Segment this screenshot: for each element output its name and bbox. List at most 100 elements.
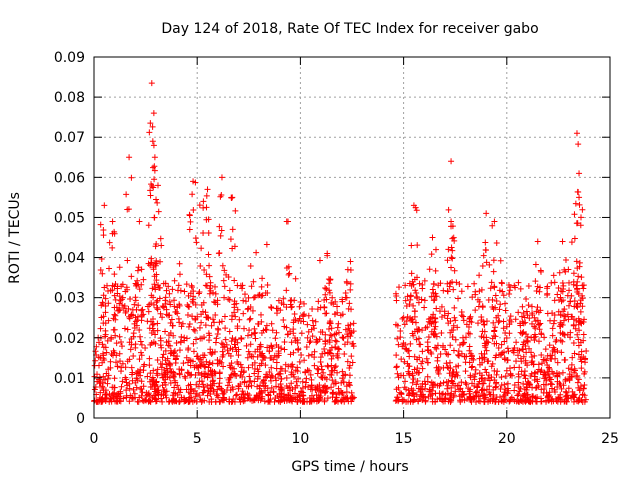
data-point xyxy=(262,382,269,389)
data-point xyxy=(530,393,537,400)
data-point xyxy=(226,379,233,386)
data-point xyxy=(478,387,485,394)
data-point xyxy=(332,380,339,387)
data-point xyxy=(575,188,582,195)
data-point xyxy=(132,344,139,351)
data-point xyxy=(547,352,554,359)
data-point xyxy=(316,394,323,401)
data-point-peak xyxy=(491,218,498,225)
data-point xyxy=(326,319,333,326)
data-point xyxy=(253,249,260,256)
data-point xyxy=(326,280,333,287)
data-point xyxy=(222,325,229,332)
data-point xyxy=(495,398,502,405)
data-point xyxy=(248,283,255,290)
data-point xyxy=(278,387,285,394)
data-point xyxy=(534,368,541,375)
data-point xyxy=(322,291,329,298)
data-point xyxy=(432,390,439,397)
data-point xyxy=(552,388,559,395)
grid-lines xyxy=(94,57,610,418)
data-point xyxy=(216,319,223,326)
data-point xyxy=(569,393,576,400)
data-point xyxy=(324,395,331,402)
data-point xyxy=(243,383,250,390)
data-point xyxy=(104,337,111,344)
data-point xyxy=(98,302,105,309)
data-point xyxy=(503,367,510,374)
data-point xyxy=(173,308,180,315)
data-point xyxy=(128,364,135,371)
data-point xyxy=(259,352,266,359)
data-point xyxy=(273,329,280,336)
data-point xyxy=(462,359,469,366)
data-point xyxy=(437,280,444,287)
data-point xyxy=(173,340,180,347)
data-point xyxy=(557,381,564,388)
data-point xyxy=(449,247,456,254)
data-point xyxy=(498,397,505,404)
data-point xyxy=(506,321,513,328)
data-point xyxy=(524,391,531,398)
data-point xyxy=(515,352,522,359)
data-point xyxy=(412,204,419,211)
data-point xyxy=(296,315,303,322)
data-point xyxy=(474,384,481,391)
data-point xyxy=(511,381,518,388)
data-point-peak xyxy=(126,154,133,161)
data-point xyxy=(542,346,549,353)
data-point xyxy=(472,291,479,298)
data-point xyxy=(409,316,416,323)
data-point xyxy=(105,366,112,373)
data-point xyxy=(221,294,228,301)
data-point xyxy=(466,347,473,354)
data-point xyxy=(455,352,462,359)
data-point xyxy=(541,369,548,376)
data-point xyxy=(568,313,575,320)
data-point xyxy=(573,258,580,265)
data-point xyxy=(229,245,236,252)
data-point xyxy=(291,335,298,342)
data-point xyxy=(335,345,342,352)
data-point xyxy=(490,319,497,326)
data-point xyxy=(178,366,185,373)
data-point xyxy=(347,267,354,274)
data-point xyxy=(273,383,280,390)
data-point xyxy=(526,398,533,405)
data-point xyxy=(528,359,535,366)
data-point xyxy=(246,316,253,323)
data-point xyxy=(489,296,496,303)
data-point xyxy=(130,386,137,393)
data-point xyxy=(514,347,521,354)
data-point xyxy=(162,357,169,364)
data-point xyxy=(419,281,426,288)
data-point xyxy=(575,273,582,280)
data-point xyxy=(250,278,257,285)
data-point xyxy=(445,320,452,327)
y-tick-label: 0.03 xyxy=(54,291,85,307)
data-point xyxy=(426,319,433,326)
data-point xyxy=(437,351,444,358)
data-point xyxy=(544,292,551,299)
data-point xyxy=(99,383,106,390)
data-point xyxy=(133,384,140,391)
data-point xyxy=(575,141,582,148)
data-point xyxy=(517,285,524,292)
data-point xyxy=(261,398,268,405)
data-point xyxy=(281,338,288,345)
data-point xyxy=(240,369,247,376)
data-point xyxy=(98,398,105,405)
data-point xyxy=(249,397,256,404)
data-point xyxy=(472,370,479,377)
data-point xyxy=(146,355,153,362)
data-point xyxy=(96,378,103,385)
data-point xyxy=(100,226,107,233)
data-point xyxy=(223,341,230,348)
data-point xyxy=(224,347,231,354)
data-point xyxy=(409,330,416,337)
data-point xyxy=(117,306,124,313)
data-point xyxy=(505,348,512,355)
data-point xyxy=(566,287,573,294)
data-point xyxy=(158,395,165,402)
data-point xyxy=(149,164,156,171)
